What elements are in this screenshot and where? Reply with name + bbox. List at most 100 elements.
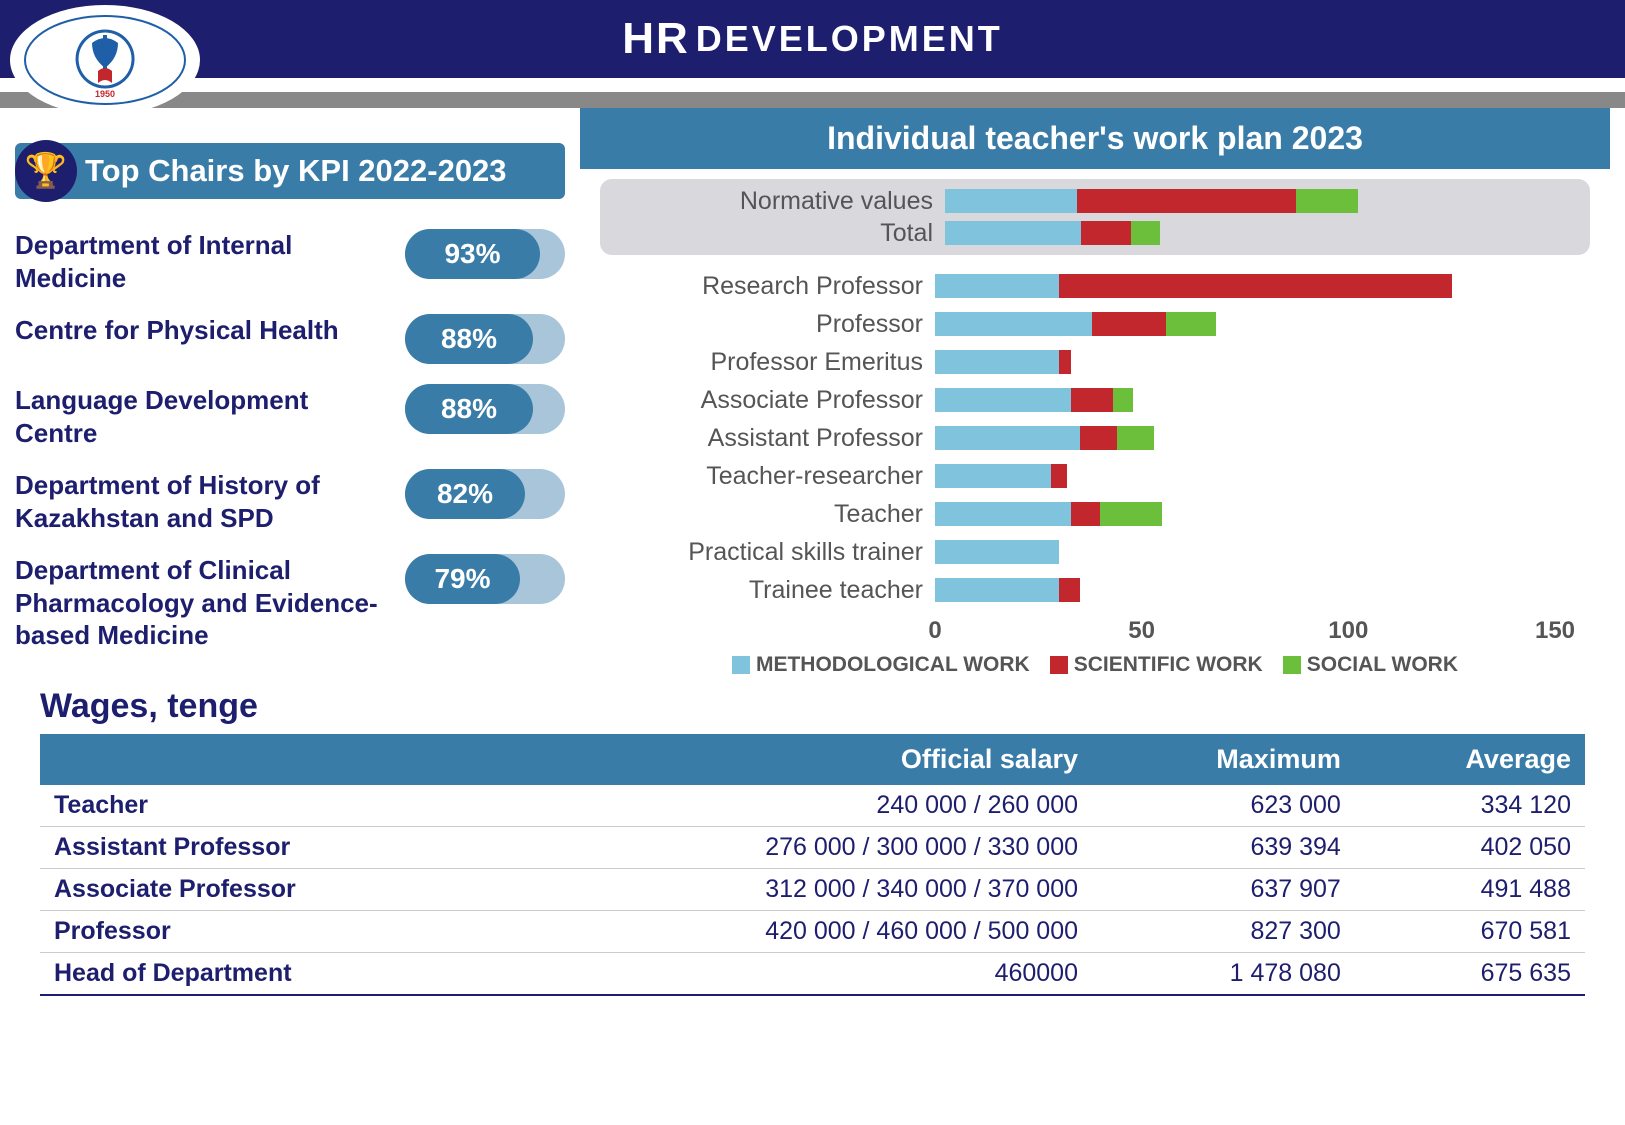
wages-row: Associate Professor312 000 / 340 000 / 3… [40,869,1585,911]
university-logo: 1950 [10,5,200,115]
wages-cell: 420 000 / 460 000 / 500 000 [505,911,1092,953]
bar-segment [945,221,1081,245]
wages-cell: Head of Department [40,953,505,996]
bar-segment [1117,426,1154,450]
bar-segment [935,578,1059,602]
bar-segment [1080,426,1117,450]
bar-row: Teacher-researcher [600,457,1590,495]
bar-segment [1113,388,1134,412]
kpi-pill: 88% [405,384,565,434]
wages-cell: 240 000 / 260 000 [505,785,1092,827]
work-plan-title: Individual teacher's work plan 2023 [580,108,1610,169]
bar-label: Assistant Professor [600,424,935,453]
wages-cell: Associate Professor [40,869,505,911]
wages-cell: 623 000 [1092,785,1355,827]
bar-label: Practical skills trainer [600,538,935,567]
bar-segment [935,274,1059,298]
bar-row: Trainee teacher [600,571,1590,609]
bar-label: Professor Emeritus [600,348,935,377]
top-chairs-header: 🏆 Top Chairs by KPI 2022-2023 [15,143,565,199]
kpi-list: Department of Internal Medicine93% Centre… [15,229,565,652]
wages-cell: 670 581 [1355,911,1585,953]
bar-track [945,189,1580,213]
bar-label: Total [610,219,945,248]
bar-segment [945,189,1077,213]
bar-segment [935,464,1051,488]
kpi-label: Language Development Centre [15,384,405,449]
wages-col-header: Official salary [505,734,1092,785]
wages-cell: 334 120 [1355,785,1585,827]
wages-col-header: Maximum [1092,734,1355,785]
bar-track [945,221,1580,245]
wages-col-header: Average [1355,734,1585,785]
wages-cell: 460000 [505,953,1092,996]
kpi-row: Centre for Physical Health88% [15,314,565,364]
bar-label: Professor [600,310,935,339]
legend-swatch [732,656,750,674]
bar-segment [1051,464,1068,488]
bar-track [935,350,1590,374]
bar-track [935,540,1590,564]
wages-cell: 1 478 080 [1092,953,1355,996]
bar-track [935,312,1590,336]
kpi-row: Department of History of Kazakhstan and … [15,469,565,534]
bar-segment [1059,350,1071,374]
bar-row: Professor Emeritus [600,343,1590,381]
bar-label: Teacher-researcher [600,462,935,491]
axis-tick: 0 [928,617,941,645]
header-title-main: HR [622,14,690,64]
kpi-row: Department of Internal Medicine93% [15,229,565,294]
legend-label: SCIENTIFIC WORK [1074,653,1263,677]
bar-segment [1166,312,1216,336]
kpi-label: Centre for Physical Health [15,314,405,347]
bar-segment [1100,502,1162,526]
bar-track [935,426,1590,450]
bar-segment [1131,221,1160,245]
wages-section: Wages, tenge Official salaryMaximumAvera… [0,687,1625,996]
bar-track [935,578,1590,602]
legend-label: METHODOLOGICAL WORK [756,653,1030,677]
kpi-pill: 93% [405,229,565,279]
kpi-row: Language Development Centre88% [15,384,565,449]
kpi-pill: 82% [405,469,565,519]
wages-row: Assistant Professor276 000 / 300 000 / 3… [40,827,1585,869]
bar-row: Normative values [610,185,1580,217]
wages-cell: 312 000 / 340 000 / 370 000 [505,869,1092,911]
bar-row: Associate Professor [600,381,1590,419]
bar-segment [935,312,1092,336]
bar-segment [1059,274,1452,298]
kpi-pill: 79% [405,554,565,604]
bar-track [935,388,1590,412]
bar-segment [935,426,1080,450]
bar-label: Associate Professor [600,386,935,415]
bar-label: Normative values [610,187,945,216]
wages-title: Wages, tenge [40,687,1585,726]
bar-segment [935,350,1059,374]
wages-col-header [40,734,505,785]
bar-track [935,464,1590,488]
bar-row: Research Professor [600,267,1590,305]
bar-segment [1092,312,1166,336]
bar-track [935,274,1590,298]
chart-legend: METHODOLOGICAL WORK SCIENTIFIC WORK SOCIAL… [600,653,1590,677]
bar-segment [935,388,1071,412]
bar-segment [935,502,1071,526]
x-axis: 050100150 [600,617,1590,647]
wages-cell: Assistant Professor [40,827,505,869]
bar-row: Teacher [600,495,1590,533]
bar-row: Practical skills trainer [600,533,1590,571]
wages-cell: Professor [40,911,505,953]
legend-item: SOCIAL WORK [1283,653,1458,677]
divider-bar [0,92,1625,108]
wages-cell: 491 488 [1355,869,1585,911]
wages-cell: 402 050 [1355,827,1585,869]
work-plan-chart: Normative values Total Research Professor… [580,169,1610,677]
legend-item: METHODOLOGICAL WORK [732,653,1030,677]
bar-label: Research Professor [600,272,935,301]
wages-cell: 675 635 [1355,953,1585,996]
wages-table: Official salaryMaximumAverage Teacher240… [40,734,1585,996]
bar-segment [1081,221,1131,245]
chart-rows: Research Professor Professor Professor Eme… [600,267,1590,609]
bar-label: Teacher [600,500,935,529]
legend-label: SOCIAL WORK [1307,653,1458,677]
